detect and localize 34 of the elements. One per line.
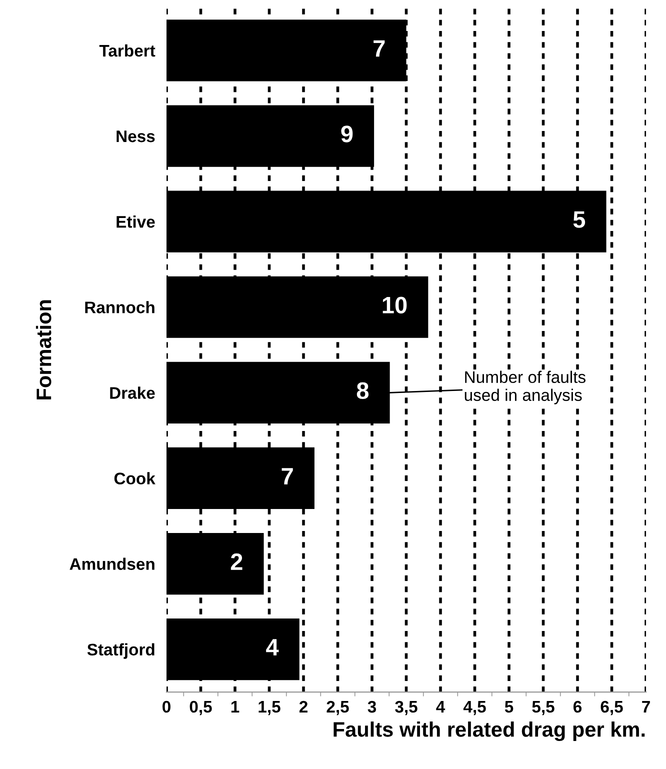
x-tick-label: 0	[162, 700, 170, 713]
x-tick-label: 4	[436, 701, 446, 713]
x-tick-label: 7	[642, 701, 650, 713]
x-tick-label: 5	[504, 701, 514, 713]
annotation: 9	[341, 126, 353, 142]
y-tick-label: Amundsen	[70, 558, 154, 570]
annotation: 2	[230, 553, 242, 570]
y-tick-label: Cook	[114, 472, 156, 484]
annotation: 7	[374, 40, 385, 57]
annotation: 4	[266, 639, 279, 656]
x-tick-label: 1,5	[258, 701, 280, 716]
annotation: 10	[382, 296, 407, 314]
y-tick-label: Tarbert	[99, 44, 156, 57]
x-tick-label: 0,5	[190, 700, 212, 716]
x-tick-label: 5,5	[532, 701, 554, 716]
x-tick-label: 2	[299, 700, 308, 713]
x-tick-label: 6	[573, 700, 582, 713]
x-axis-title: Faults with related drag per km.	[334, 722, 645, 742]
y-tick-label: Drake	[110, 386, 155, 399]
y-tick-label: Statfjord	[87, 643, 154, 659]
y-tick-label: Etive	[116, 216, 155, 228]
x-tick-label: 3	[368, 700, 376, 713]
annotation: 5	[573, 211, 586, 228]
x-tick-label: 1	[231, 701, 240, 713]
x-tick-label: 3,5	[395, 700, 418, 716]
x-tick-label: 6,5	[600, 700, 623, 716]
y-tick-label: Rannoch	[85, 301, 154, 314]
y-axis-title: Formation	[36, 300, 52, 400]
x-tick-label: 2,5	[326, 700, 349, 716]
annotation: 7	[282, 468, 293, 484]
y-tick-label: Ness	[116, 130, 155, 142]
annotation: 8	[356, 382, 369, 400]
annotation: Number of faults used in analysis	[464, 370, 586, 404]
x-tick-label: 4,5	[463, 701, 486, 716]
